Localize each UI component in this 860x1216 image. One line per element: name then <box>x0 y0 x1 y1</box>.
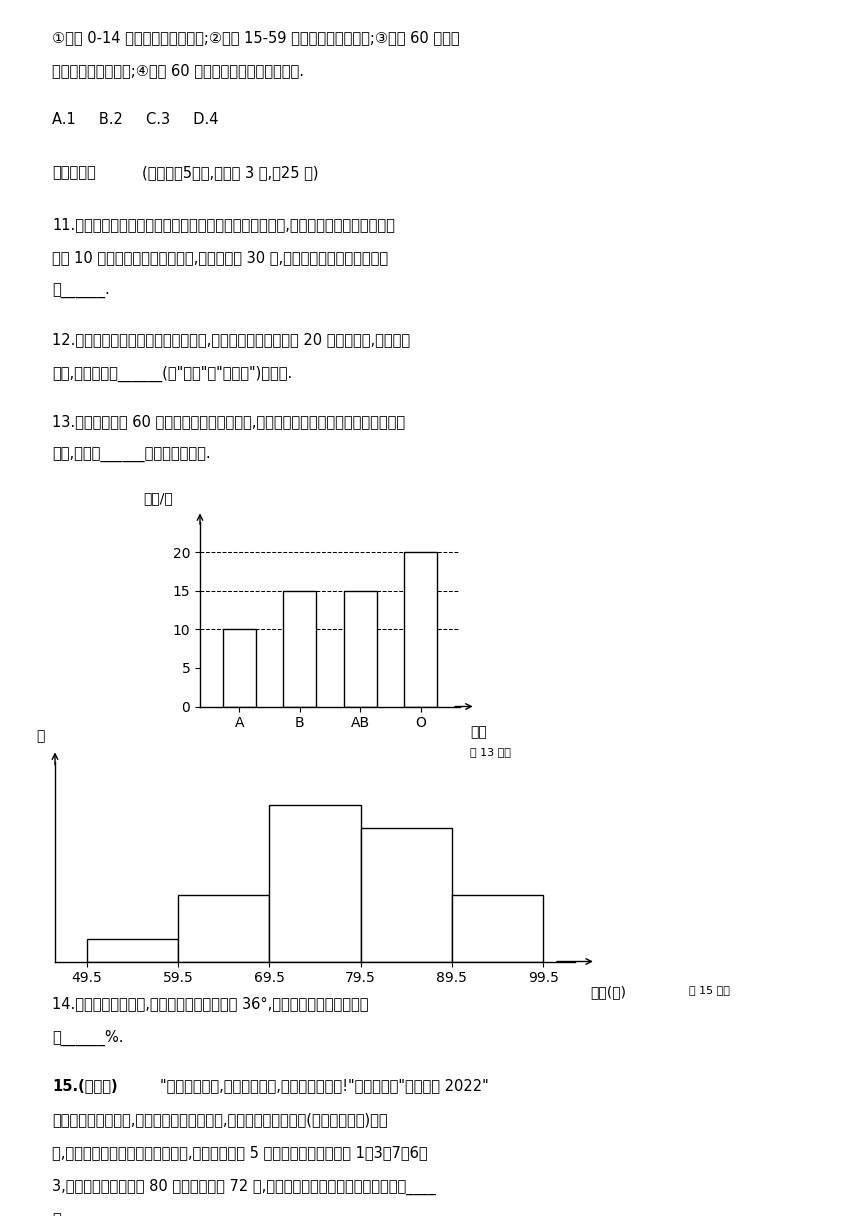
Bar <box>223 630 256 706</box>
Text: 血型: 血型 <box>470 725 487 739</box>
Text: 3,如果分数大于或等于 80 分的小作文有 72 篇,那么这次评比中共征集到的小作文有____: 3,如果分数大于或等于 80 分的小作文有 72 篇,那么这次评比中共征集到的小… <box>52 1180 436 1195</box>
Text: A.1     B.2     C.3     D.4: A.1 B.2 C.3 D.4 <box>52 112 218 126</box>
Text: 取了 10 本没拆封的试卷作为样本,每本含试卷 30 份,则这次抓样调查的样本容量: 取了 10 本没拆封的试卷作为样本,每本含试卷 30 份,则这次抓样调查的样本容… <box>52 250 388 265</box>
Text: 第 13 题图: 第 13 题图 <box>470 747 512 758</box>
Bar <box>404 552 438 706</box>
Text: 15.(创新题): 15.(创新题) <box>52 1079 118 1093</box>
Text: 后,画出如图所示的频数分布直方图,已知从左到右 5 个小长方形的高的比为 1：3：7：6：: 后,画出如图所示的频数分布直方图,已知从左到右 5 个小长方形的高的比为 1：3… <box>52 1145 427 1160</box>
Text: 12.为估计全市七年级学生的体重情况,从某私立学校随机抽取 20 人进行调查,在这个问: 12.为估计全市七年级学生的体重情况,从某私立学校随机抽取 20 人进行调查,在… <box>52 332 410 348</box>
Bar <box>178 895 269 962</box>
Text: (本大题共5小题,每小题 3 分,入25 分): (本大题共5小题,每小题 3 分,入25 分) <box>142 165 318 180</box>
Text: 分数(分): 分数(分) <box>591 985 627 1000</box>
Text: 二、填空题: 二、填空题 <box>52 165 95 180</box>
Text: 计图,则该班______血型的人数最多.: 计图,则该班______血型的人数最多. <box>52 447 211 463</box>
Text: 第 15 题图: 第 15 题图 <box>690 985 730 996</box>
Bar <box>360 828 452 962</box>
Text: 人数/人: 人数/人 <box>143 491 173 505</box>
Text: 13.张老师对本班 60 名学生的血型进行了统计,并将统计结果绘制成如图所示的条形统: 13.张老师对本班 60 名学生的血型进行了统计,并将统计结果绘制成如图所示的条… <box>52 415 405 429</box>
Text: 题中,调查的样本______(填"具有"或"不具有")代表性.: 题中,调查的样本______(填"具有"或"不具有")代表性. <box>52 366 292 382</box>
Text: 是______.: 是______. <box>52 285 110 299</box>
Text: 11.为了调查惠城区八年级学生期末考试数学试卷答题情况,从全区的数学试卷中随机抽: 11.为了调查惠城区八年级学生期末考试数学试卷答题情况,从全区的数学试卷中随机抽 <box>52 216 395 232</box>
Text: 为______%.: 为______%. <box>52 1030 124 1046</box>
Text: ①徐州 0-14 岁人口比重高于全国;②徐州 15-59 岁人口比重低于江苏;③徐州 60 岁及以: ①徐州 0-14 岁人口比重高于全国;②徐州 15-59 岁人口比重低于江苏;③… <box>52 30 459 45</box>
Bar <box>87 939 178 962</box>
Bar <box>452 895 543 962</box>
Bar <box>269 805 360 962</box>
Text: 14.一个扇形统计图中,某部分所对的圆心角为 36°,则该部分占总体的百分比: 14.一个扇形统计图中,某部分所对的圆心角为 36°,则该部分占总体的百分比 <box>52 996 368 1012</box>
Text: 优秀小作文评比活动,共征集到小作文若干篇,对小作文评比的分数(分数均为整数)整理: 优秀小作文评比活动,共征集到小作文若干篇,对小作文评比的分数(分数均为整数)整理 <box>52 1111 388 1127</box>
Bar <box>283 591 316 706</box>
Text: 篇.: 篇. <box>52 1212 65 1216</box>
Text: "平凡铸就伟大,英雄来自人民,每个人都了不起!"某校举办了"不平凡的 2022": "平凡铸就伟大,英雄来自人民,每个人都了不起!"某校举办了"不平凡的 2022" <box>160 1079 488 1093</box>
Text: 上人口比重高于全国;④徐州 60 岁及以上人口比重高于江苏.: 上人口比重高于全国;④徐州 60 岁及以上人口比重高于江苏. <box>52 63 304 79</box>
Text: 篇: 篇 <box>36 730 45 743</box>
Bar <box>344 591 377 706</box>
